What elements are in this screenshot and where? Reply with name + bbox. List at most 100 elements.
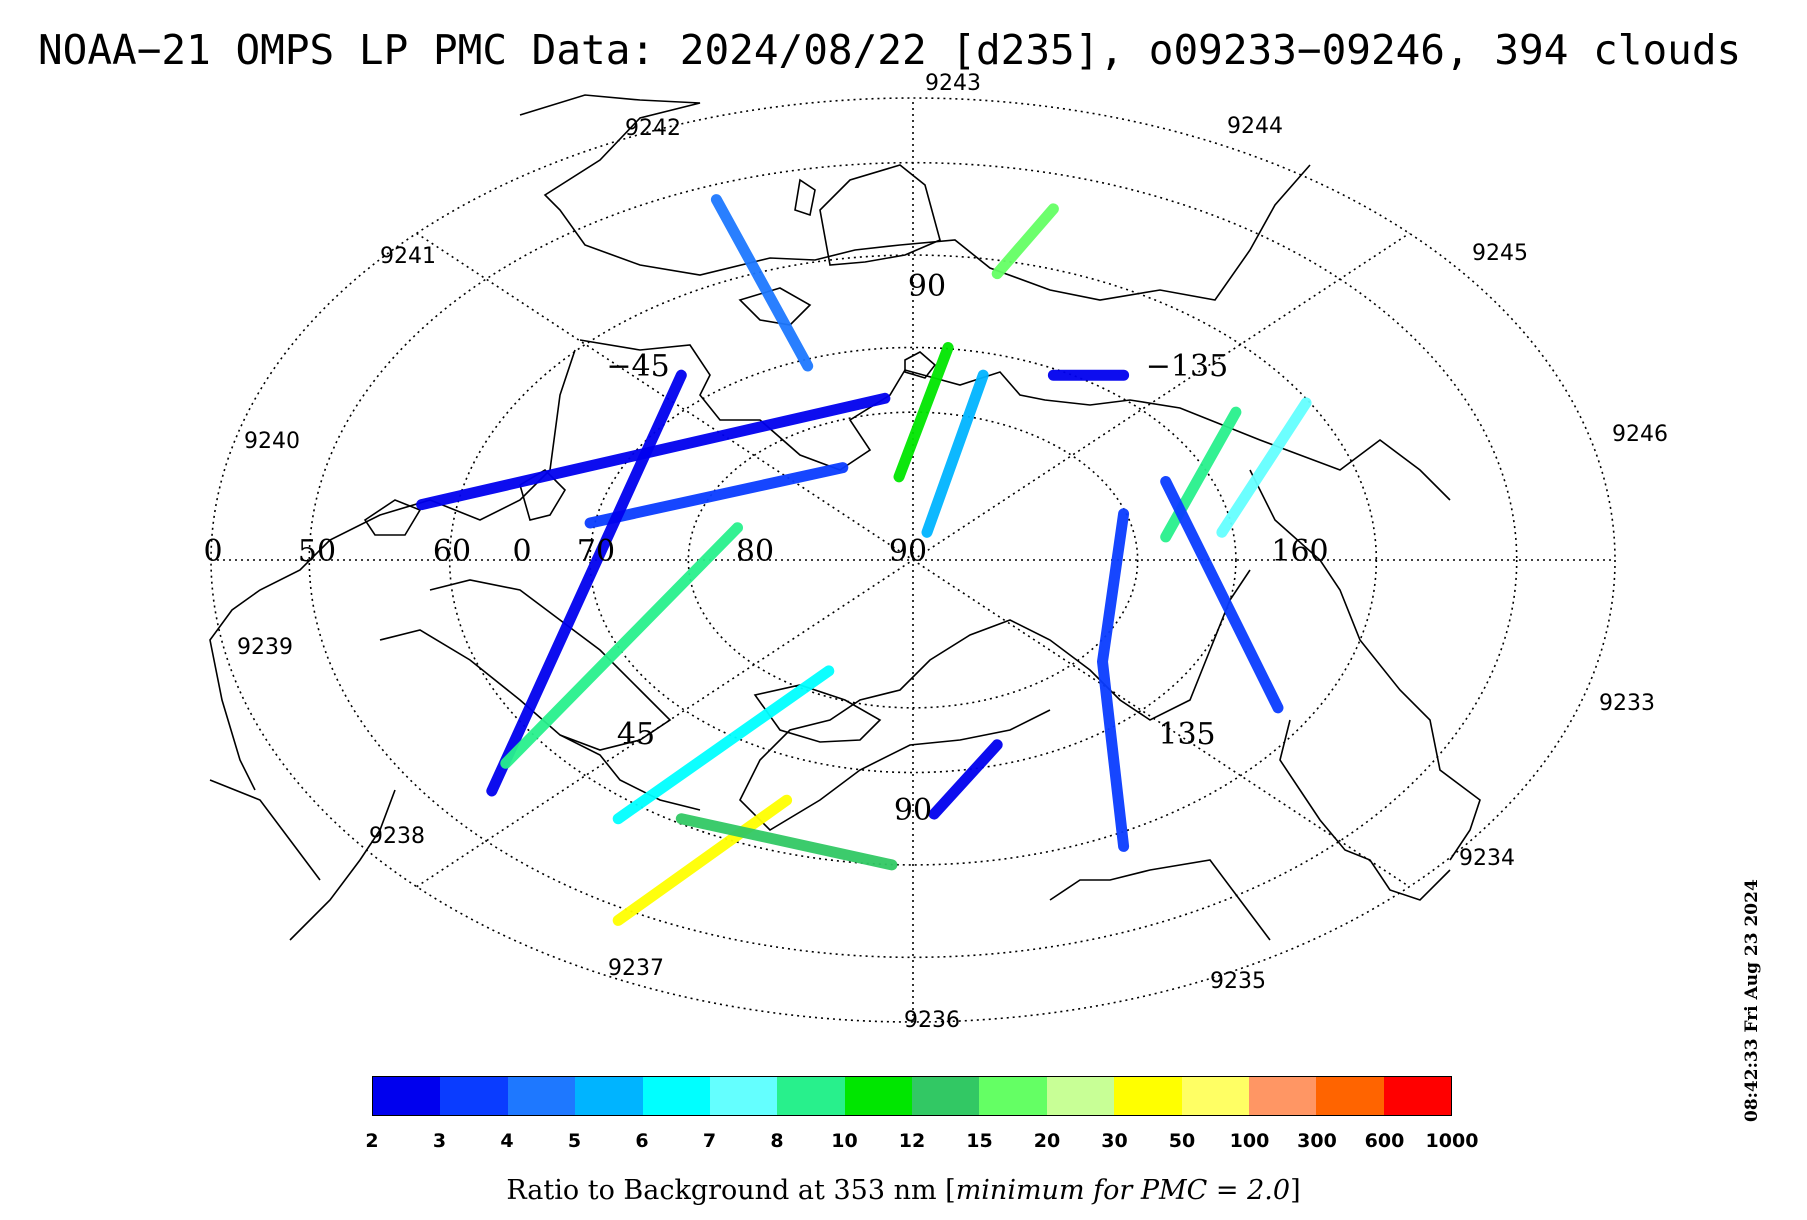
latitude-label: 50 [298, 534, 336, 569]
coastline [794, 178, 816, 217]
orbit-label: 9237 [608, 956, 664, 981]
colorbar-segment [575, 1077, 643, 1115]
longitude-label: −135 [1146, 349, 1228, 384]
colorbar [372, 1076, 1452, 1116]
pmc-cloud-track [893, 342, 954, 483]
latitude-circle [589, 346, 1237, 774]
colorbar-segment [1114, 1077, 1182, 1115]
orbit-label: 9242 [625, 116, 681, 141]
longitude-label: 45 [617, 717, 655, 752]
orbit-label: 9233 [1599, 691, 1655, 716]
colorbar-labels: 2 3 4 5 6 7 8 10 12 15 20 30 50 100 300 600 1000 [365, 1130, 1478, 1154]
colorbar-tick-label: 600 [1364, 1130, 1405, 1152]
colorbar-segment [440, 1077, 508, 1115]
pmc-cloud-track [991, 203, 1059, 280]
latitude-label: 70 [577, 534, 615, 569]
coastline [1249, 469, 1481, 861]
colorbar-segment [777, 1077, 845, 1115]
orbit-label: 9243 [925, 71, 981, 96]
pmc-cloud-track [612, 665, 835, 825]
caption-prefix: Ratio to Background at 353 nm [ [506, 1175, 956, 1206]
coastline [739, 569, 1251, 832]
coastline [904, 351, 937, 379]
colorbar-segment [642, 1077, 710, 1115]
pmc-cloud-track [1097, 508, 1130, 852]
caption-italic: minimum for PMC = 2.0 [955, 1175, 1291, 1206]
meridian-line [416, 232, 1410, 888]
timestamp: 08:42:33 Fri Aug 23 2024 [1742, 879, 1762, 1122]
colorbar-segment [1181, 1077, 1249, 1115]
colorbar-tick-label: 3 [432, 1130, 447, 1152]
colorbar-tick-label: 5 [567, 1130, 582, 1152]
colorbar-tick-label: 50 [1168, 1130, 1196, 1152]
colorbar-tick-label: 30 [1101, 1130, 1128, 1152]
pmc-cloud-track [928, 739, 1003, 820]
colorbar-segment [709, 1077, 778, 1115]
colorbar-tick-label: 20 [1033, 1130, 1061, 1152]
pmc-cloud-track [416, 392, 891, 511]
colorbar-segment [844, 1077, 912, 1115]
coastline [1279, 719, 1451, 901]
colorbar-tick-label: 10 [831, 1130, 858, 1152]
coastline [1049, 859, 1271, 941]
orbit-label: 9239 [237, 635, 293, 660]
orbit-label: 9241 [380, 244, 436, 269]
latitude-label: 90 [889, 534, 927, 569]
colorbar-tick-label: 6 [635, 1130, 649, 1152]
orbit-label: 9235 [1210, 969, 1266, 994]
coastline [519, 94, 1311, 301]
coastline [579, 339, 1451, 501]
colorbar-tick-label: 7 [702, 1130, 717, 1152]
colorbar-segment [979, 1077, 1047, 1115]
caption-suffix: ] [1290, 1175, 1301, 1206]
colorbar-tick-label: 15 [966, 1130, 993, 1152]
latitude-label: 160 [1271, 534, 1328, 569]
longitude-label: 90 [908, 269, 946, 304]
latitude-label: 0 [512, 534, 531, 569]
colorbar-tick-label: 1000 [1425, 1130, 1479, 1152]
colorbar-caption: Ratio to Background at 353 nm [minimum f… [0, 1175, 1807, 1206]
colorbar-tick-label: 12 [898, 1130, 926, 1152]
coastline [738, 287, 812, 326]
colorbar-tick-label: 100 [1229, 1130, 1270, 1152]
pmc-cloud-track [1216, 397, 1312, 538]
pmc-cloud-track [921, 369, 989, 538]
orbit-label: 9236 [904, 1008, 960, 1033]
coastline [819, 164, 941, 266]
polar-map: 0 50 60 0 70 80 90 160 90 −45 −135 45 135 90 9243 9242 9… [203, 71, 1668, 1033]
pmc-cloud-track [500, 522, 743, 769]
latitude-circle [687, 411, 1139, 709]
orbit-label: 9244 [1227, 114, 1283, 139]
coastline [289, 789, 396, 941]
colorbar-segment [1316, 1077, 1384, 1115]
latitude-label: 0 [203, 534, 222, 569]
colorbar-segment [1046, 1077, 1115, 1115]
latitude-label: 60 [433, 534, 471, 569]
colorbar-segment [1248, 1077, 1317, 1115]
coastline [209, 779, 321, 881]
colorbar-segment [507, 1077, 576, 1115]
pmc-cloud-track [675, 813, 898, 871]
orbit-label: 9240 [244, 429, 300, 454]
colorbar-segment [912, 1077, 980, 1115]
longitude-label: −45 [606, 349, 669, 384]
longitude-label: 90 [894, 793, 932, 828]
colorbar-segment [1383, 1077, 1451, 1115]
pmc-cloud-track [584, 462, 849, 529]
latitude-circle [210, 97, 1616, 1023]
coastline [363, 499, 422, 536]
colorbar-tick-label: 2 [365, 1130, 379, 1152]
latitude-label: 80 [736, 534, 774, 569]
pmc-cloud-track [1160, 476, 1284, 714]
orbit-label: 9238 [369, 824, 425, 849]
chart-title: NOAA−21 OMPS LP PMC Data: 2024/08/22 [d2… [38, 26, 1742, 74]
pmc-cloud-track [612, 794, 793, 926]
colorbar-tick-label: 4 [500, 1130, 514, 1152]
colorbar-segment [373, 1077, 441, 1115]
pmc-cloud-track [486, 369, 687, 797]
orbit-label: 9245 [1472, 241, 1528, 266]
colorbar-tick-label: 300 [1297, 1130, 1337, 1152]
orbit-label: 9234 [1459, 846, 1515, 871]
colorbar-tick-label: 8 [770, 1130, 784, 1152]
orbit-label: 9246 [1612, 422, 1668, 447]
